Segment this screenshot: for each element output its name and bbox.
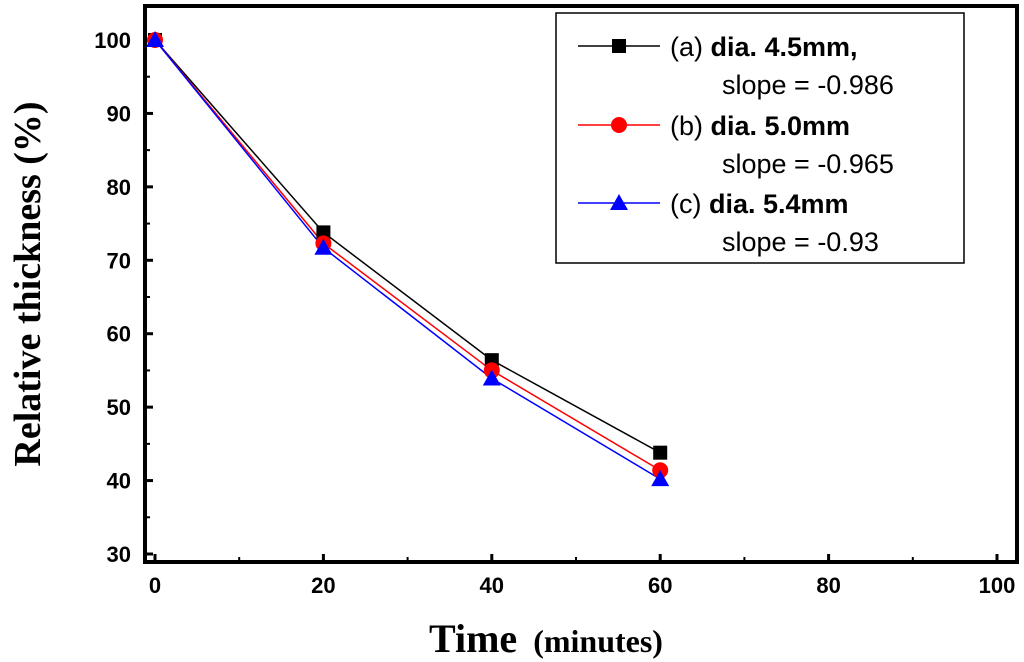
data-point <box>316 225 331 240</box>
y-tick-label: 90 <box>107 101 131 126</box>
y-tick-label: 100 <box>94 28 131 53</box>
legend-box <box>555 12 965 264</box>
series-line <box>154 39 661 480</box>
plot-frame <box>143 4 1019 564</box>
x-tick-label: 40 <box>480 573 504 598</box>
legend-marker <box>610 194 628 210</box>
data-point <box>651 470 670 487</box>
legend-slope: slope = -0.965 <box>722 149 894 179</box>
legend-label: (a) dia. 4.5mm, <box>670 32 858 62</box>
x-axis: 0 20 40 60 80 100 <box>149 554 1015 598</box>
x-tick-label: 100 <box>979 573 1016 598</box>
data-point <box>146 31 164 47</box>
data-point <box>653 445 668 460</box>
legend-slope: slope = -0.93 <box>722 227 879 257</box>
series-line <box>154 39 661 454</box>
y-axis-title: Relative thickness (%) <box>7 101 49 466</box>
x-tick-label: 20 <box>311 573 335 598</box>
y-axis: 30 40 50 60 70 80 90 100 <box>94 28 153 567</box>
y-tick-label: 70 <box>107 248 131 273</box>
series-layer <box>146 31 670 487</box>
y-tick-label: 30 <box>107 542 131 567</box>
x-axis-title-units: (minutes) <box>533 623 663 659</box>
x-tick-label: 0 <box>149 573 161 598</box>
legend-label: (b) dia. 5.0mm <box>670 111 850 141</box>
x-axis-title-main: Time <box>429 616 517 661</box>
legend-label: (c) dia. 5.4mm <box>670 189 849 219</box>
x-tick-label: 60 <box>648 573 672 598</box>
y-tick-label: 80 <box>107 175 131 200</box>
series-line <box>154 39 661 471</box>
y-tick-label: 50 <box>107 395 131 420</box>
legend-slope: slope = -0.986 <box>722 70 894 100</box>
x-tick-label: 80 <box>816 573 840 598</box>
legend: (a) dia. 4.5mm, slope = -0.986 (b) dia. 5.… <box>555 12 965 264</box>
x-axis-title: Time (minutes) <box>429 616 663 661</box>
data-point <box>314 238 333 255</box>
data-point <box>482 369 501 386</box>
legend-marker <box>612 39 626 53</box>
y-tick-label: 60 <box>107 322 131 347</box>
legend-marker <box>611 117 627 133</box>
y-tick-label: 40 <box>107 469 131 494</box>
